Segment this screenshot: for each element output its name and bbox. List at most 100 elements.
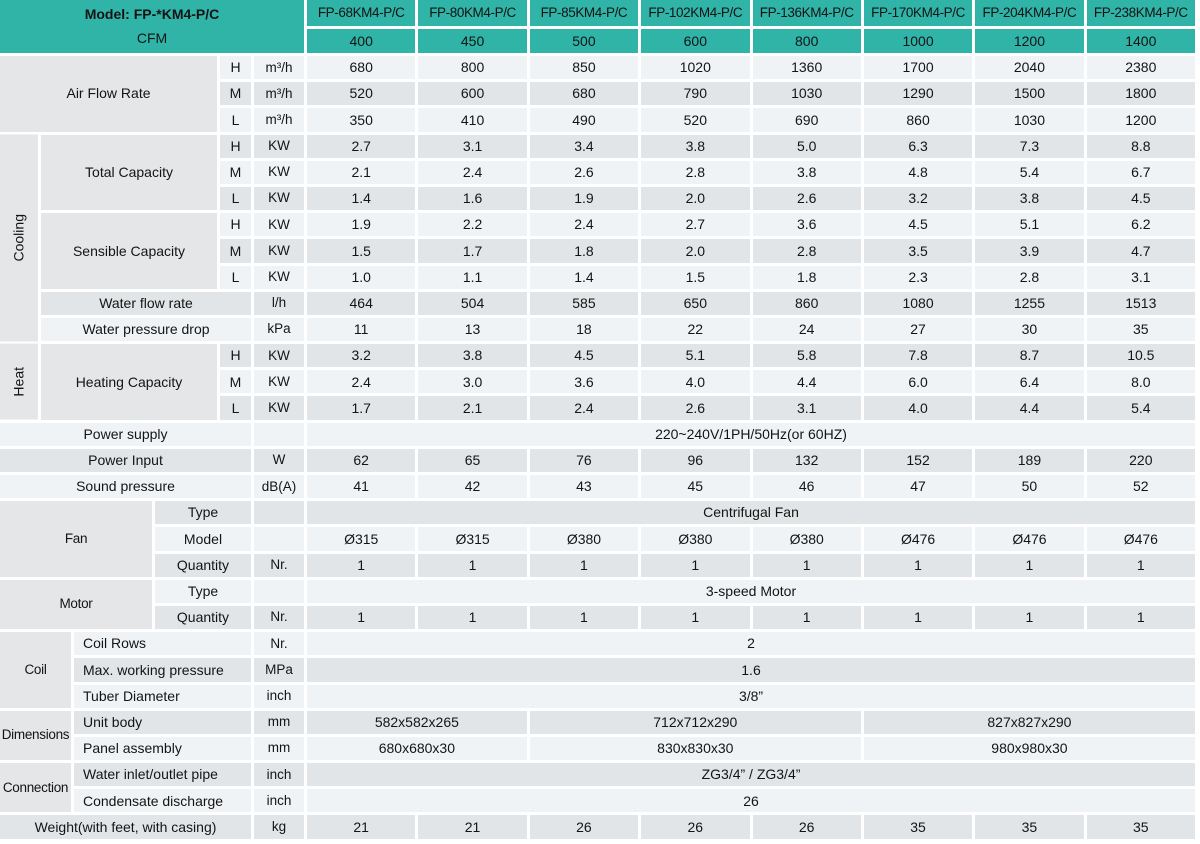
air-flow-rate-m-value-4: 790 (641, 82, 750, 106)
heating-capacity-l-value-1: 1.7 (307, 396, 416, 420)
speed-m: M (220, 160, 251, 184)
heating-capacity-m-value-3: 3.6 (529, 370, 639, 394)
sensible-capacity-h-value-1: 1.9 (307, 213, 416, 237)
panel-assembly-size-1: 680x680x30 (307, 736, 527, 761)
cfm-value-8: 1400 (1086, 29, 1195, 53)
fan-quantity-value-8: 1 (1086, 553, 1195, 577)
heating-capacity-m-value-8: 8.0 (1086, 370, 1195, 394)
sensible-capacity-l-value-5: 1.8 (752, 265, 861, 289)
sensible-capacity-l-value-3: 1.4 (529, 265, 639, 289)
heating-capacity-l-value-2: 2.1 (418, 396, 527, 420)
heating-capacity-m-value-4: 4.0 (641, 370, 750, 394)
fan-quantity-value-4: 1 (641, 553, 750, 577)
label-water-pressure-drop: Water pressure drop (41, 317, 251, 342)
label-total-capacity: Total Capacity (41, 134, 217, 211)
fan-model-value-6: Ø476 (863, 527, 973, 551)
sound-pressure-value-1: 41 (307, 475, 416, 499)
unit-inch: inch (254, 789, 304, 813)
sensible-capacity-m-value-8: 4.7 (1086, 239, 1195, 263)
total-capacity-m-value-4: 2.8 (641, 160, 750, 184)
label-fan-model: Model (155, 527, 251, 551)
sensible-capacity-h-value-8: 6.2 (1086, 213, 1195, 237)
total-capacity-h-value-2: 3.1 (418, 134, 527, 158)
fan-model-value-3: Ø380 (529, 527, 639, 551)
sensible-capacity-m-value-7: 3.9 (975, 239, 1084, 263)
air-flow-rate-h-value-7: 2040 (975, 56, 1084, 80)
sensible-capacity-l-value-8: 3.1 (1086, 265, 1195, 289)
weight-value-4: 26 (641, 815, 750, 839)
air-flow-rate-m-value-6: 1290 (863, 82, 973, 106)
label-power-supply: Power supply (0, 422, 251, 446)
air-flow-rate-h-value-6: 1700 (863, 56, 973, 80)
unit-blank (254, 527, 304, 551)
model-header-4: FP-102KM4-P/C (641, 0, 750, 26)
cfm-value-1: 400 (307, 29, 416, 53)
unit-lh: l/h (254, 291, 304, 315)
weight-value-3: 26 (529, 815, 639, 839)
fan-model-value-8: Ø476 (1086, 527, 1195, 551)
power-input-value-3: 76 (529, 448, 639, 472)
heating-capacity-h-value-8: 10.5 (1086, 344, 1195, 368)
power-input-value-4: 96 (641, 448, 750, 472)
label-motor-quantity: Quantity (155, 605, 251, 630)
speed-h: H (220, 213, 251, 237)
unit-body-size-2: 712x712x290 (529, 710, 861, 734)
cfm-value-6: 1000 (863, 29, 973, 53)
air-flow-rate-m-value-7: 1500 (975, 82, 1084, 106)
group-heat: Heat (0, 344, 38, 420)
total-capacity-l-value-6: 3.2 (863, 186, 973, 211)
label-air-flow-rate: Air Flow Rate (0, 56, 217, 132)
sensible-capacity-h-value-5: 3.6 (752, 213, 861, 237)
weight-value-7: 35 (975, 815, 1084, 839)
panel-assembly-size-3: 980x980x30 (863, 736, 1195, 761)
fan-model-value-2: Ø315 (418, 527, 527, 551)
label-max-working-pressure: Max. working pressure (74, 658, 251, 682)
total-capacity-l-value-4: 2.0 (641, 186, 750, 211)
unit-w: W (254, 448, 304, 472)
weight-value-2: 21 (418, 815, 527, 839)
total-capacity-m-value-6: 4.8 (863, 160, 973, 184)
sensible-capacity-h-value-3: 2.4 (529, 213, 639, 237)
model-cfm-block: Model: FP-*KM4-P/C CFM (0, 0, 304, 53)
sensible-capacity-m-value-3: 1.8 (529, 239, 639, 263)
unit-body-size-3: 827x827x290 (863, 710, 1195, 734)
fan-quantity-value-2: 1 (418, 553, 527, 577)
fan-quantity-value-5: 1 (752, 553, 861, 577)
model-header-6: FP-170KM4-P/C (863, 0, 973, 26)
air-flow-rate-m-value-2: 600 (418, 82, 527, 106)
total-capacity-h-value-6: 6.3 (863, 134, 973, 158)
motor-quantity-value-1: 1 (307, 605, 416, 630)
fan-type-value: Centrifugal Fan (307, 501, 1195, 525)
air-flow-rate-h-value-3: 850 (529, 56, 639, 80)
speed-h: H (220, 56, 251, 80)
panel-assembly-size-2: 830x830x30 (529, 736, 861, 761)
water-flow-rate-value-4: 650 (641, 291, 750, 315)
heating-capacity-l-value-8: 5.4 (1086, 396, 1195, 420)
unit-nr: Nr. (254, 553, 304, 577)
unit-m3h-1: m³/h (254, 56, 304, 80)
heating-capacity-l-value-4: 2.6 (641, 396, 750, 420)
motor-quantity-value-2: 1 (418, 605, 527, 630)
fan-model-value-5: Ø380 (752, 527, 861, 551)
condensate-discharge-value: 26 (307, 789, 1195, 813)
group-cooling: Cooling (0, 134, 38, 342)
label-coil-rows: Coil Rows (74, 632, 251, 656)
air-flow-rate-l-value-6: 860 (863, 108, 973, 132)
label-power-input: Power Input (0, 448, 251, 472)
speed-l: L (220, 108, 251, 132)
unit-kw: KW (254, 370, 304, 394)
water-flow-rate-value-5: 860 (752, 291, 861, 315)
speed-m: M (220, 82, 251, 106)
air-flow-rate-l-value-2: 410 (418, 108, 527, 132)
unit-kw: KW (254, 160, 304, 184)
heating-capacity-h-value-6: 7.8 (863, 344, 973, 368)
air-flow-rate-m-value-5: 1030 (752, 82, 861, 106)
total-capacity-h-value-5: 5.0 (752, 134, 861, 158)
group-connection: Connection (0, 763, 71, 813)
unit-kg: kg (254, 815, 304, 839)
water-flow-rate-value-2: 504 (418, 291, 527, 315)
cfm-value-5: 800 (752, 29, 861, 53)
air-flow-rate-m-value-3: 680 (529, 82, 639, 106)
model-header-2: FP-80KM4-P/C (418, 0, 527, 26)
